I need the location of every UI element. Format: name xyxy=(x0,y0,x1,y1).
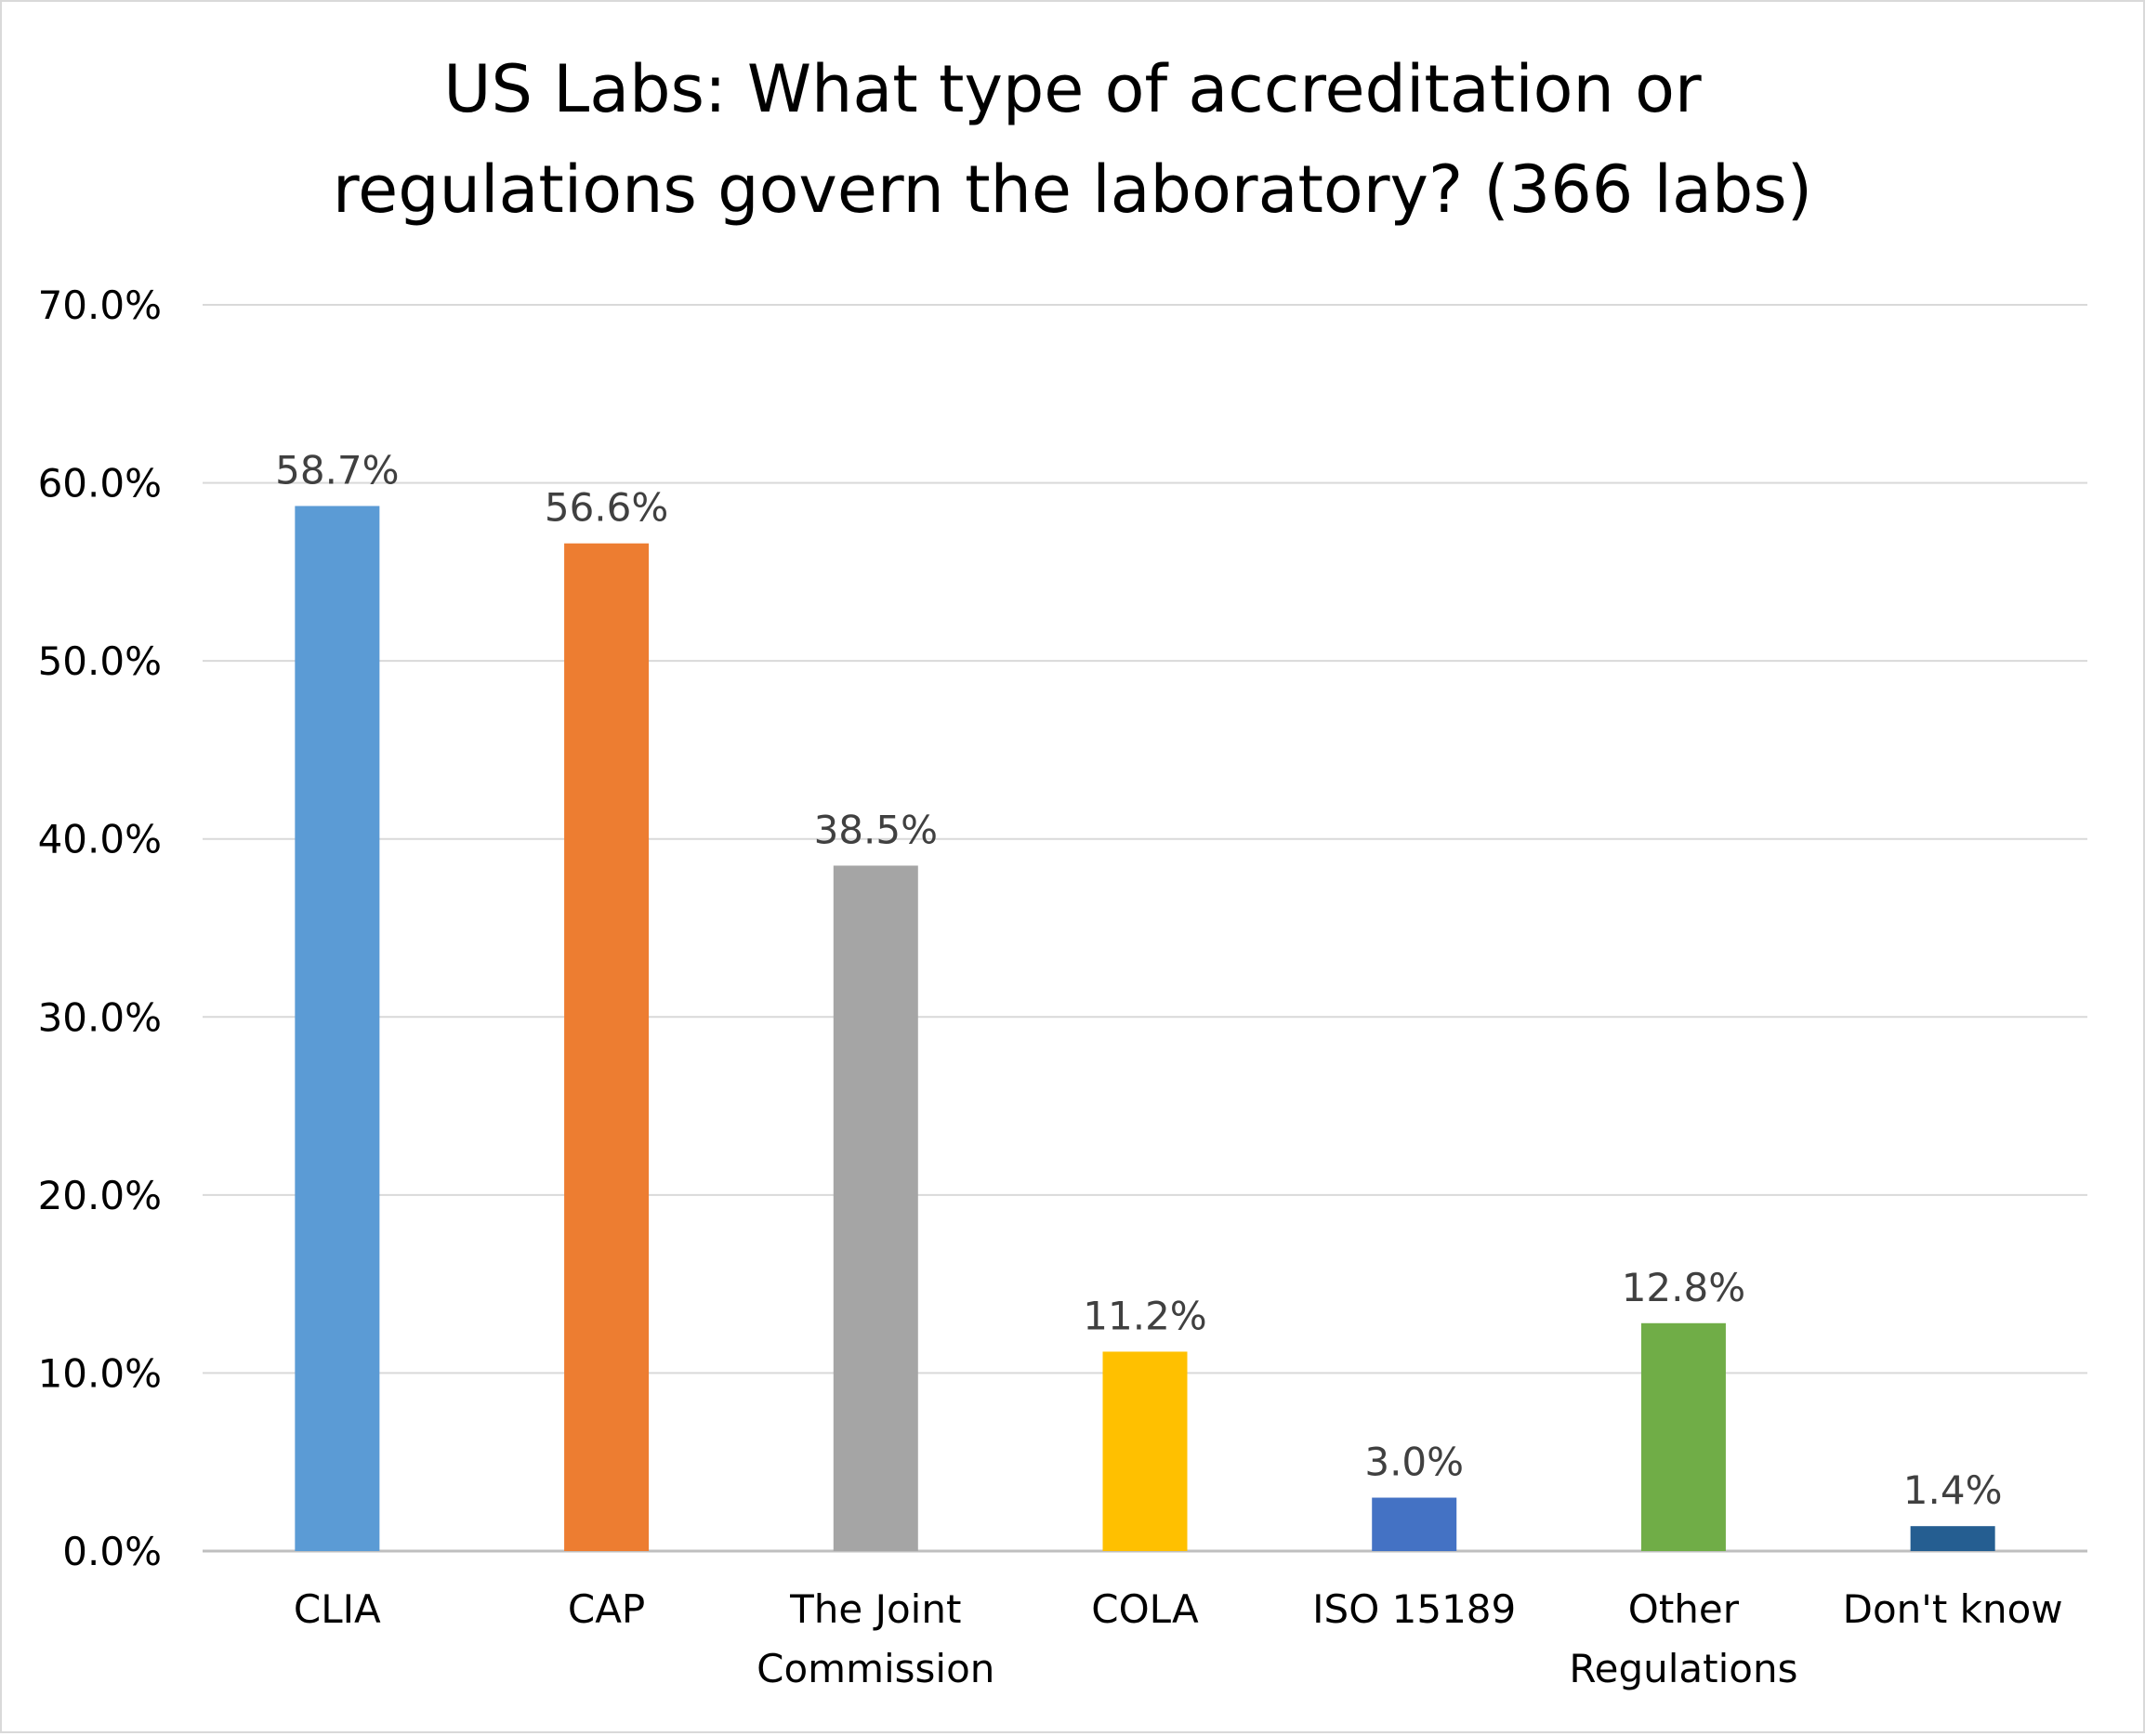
data-label: 56.6% xyxy=(545,485,668,531)
bars xyxy=(295,506,1995,1551)
y-axis: 0.0% 10.0% 20.0% 30.0% 40.0% 50.0% 60.0% 70.0% xyxy=(38,283,162,1574)
x-tick-label: Commission xyxy=(757,1646,994,1691)
data-label: 3.0% xyxy=(1364,1440,1464,1485)
y-tick-label: 0.0% xyxy=(62,1529,162,1574)
x-tick-label: Don't know xyxy=(1843,1586,2063,1632)
gridlines xyxy=(203,304,2087,1553)
y-tick-label: 40.0% xyxy=(38,817,162,862)
chart-title-line: regulations govern the laboratory? (366 … xyxy=(333,151,1812,228)
y-tick-label: 60.0% xyxy=(38,461,162,506)
y-tick-label: 20.0% xyxy=(38,1173,162,1218)
bar xyxy=(1910,1526,1995,1551)
bar xyxy=(1640,1322,1726,1551)
y-tick-label: 50.0% xyxy=(38,638,162,684)
x-axis: CLIA CAP The Joint Commission COLA ISO 15189 O… xyxy=(294,1586,2063,1691)
x-tick-label: ISO 15189 xyxy=(1312,1586,1516,1632)
data-label: 12.8% xyxy=(1622,1265,1745,1310)
bar xyxy=(1372,1497,1457,1551)
bar xyxy=(295,506,380,1551)
bar xyxy=(833,865,918,1551)
data-label: 38.5% xyxy=(814,807,938,852)
data-label: 58.7% xyxy=(275,447,399,493)
chart-title-line: US Labs: What type of accreditation or xyxy=(443,51,1702,127)
y-tick-label: 30.0% xyxy=(38,994,162,1040)
x-tick-label: Other xyxy=(1628,1586,1740,1632)
y-tick-label: 10.0% xyxy=(38,1350,162,1396)
x-tick-label: CLIA xyxy=(294,1586,381,1632)
data-label: 1.4% xyxy=(1903,1467,2003,1513)
bar xyxy=(564,543,650,1551)
x-tick-label: CAP xyxy=(568,1586,645,1632)
x-tick-label: COLA xyxy=(1091,1586,1199,1632)
x-tick-label: The Joint xyxy=(789,1586,961,1632)
bar xyxy=(1102,1351,1188,1551)
chart-title: US Labs: What type of accreditation or re… xyxy=(333,51,1812,228)
x-tick-label: Regulations xyxy=(1569,1646,1797,1691)
data-label: 11.2% xyxy=(1083,1293,1206,1338)
data-labels: 58.7% 56.6% 38.5% 11.2% 3.0% 12.8% 1.4% xyxy=(275,447,2002,1513)
y-tick-label: 70.0% xyxy=(38,283,162,328)
